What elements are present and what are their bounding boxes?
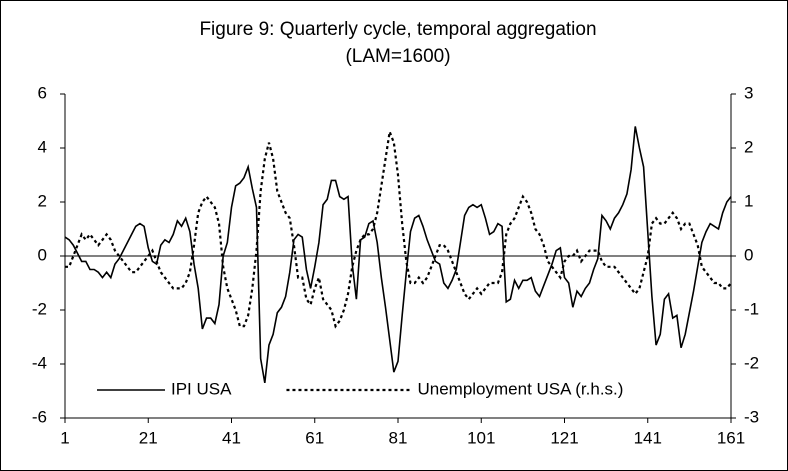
y-tick-label: 2 bbox=[38, 191, 47, 210]
x-tick-label: 1 bbox=[60, 428, 69, 447]
y2-tick-label: -2 bbox=[744, 353, 759, 372]
x-tick-label: 161 bbox=[717, 428, 745, 447]
x-tick-label: 141 bbox=[634, 428, 662, 447]
chart-title: Figure 9: Quarterly cycle, temporal aggr… bbox=[199, 19, 596, 40]
x-tick-label: 81 bbox=[389, 428, 408, 447]
y-tick-label: 4 bbox=[38, 137, 47, 156]
y-tick-label: -6 bbox=[32, 407, 47, 426]
y-tick-label: -4 bbox=[32, 353, 47, 372]
x-tick-label: 41 bbox=[222, 428, 241, 447]
series-line bbox=[65, 127, 732, 329]
chart-title: (LAM=1600) bbox=[345, 46, 450, 67]
series-line bbox=[64, 126, 732, 384]
legend-label: IPI USA bbox=[171, 379, 232, 398]
y2-tick-label: 3 bbox=[744, 83, 753, 102]
y2-tick-label: -3 bbox=[744, 407, 759, 426]
y-tick-label: 0 bbox=[38, 245, 47, 264]
x-tick-label: 101 bbox=[467, 428, 495, 447]
legend-label: Unemployment USA (r.h.s.) bbox=[417, 379, 623, 398]
y-tick-label: -2 bbox=[32, 299, 47, 318]
x-tick-label: 21 bbox=[139, 428, 158, 447]
y2-tick-label: 0 bbox=[744, 245, 753, 264]
x-tick-label: 61 bbox=[305, 428, 324, 447]
y2-tick-label: 2 bbox=[744, 137, 753, 156]
y-tick-label: 6 bbox=[38, 83, 47, 102]
y2-tick-label: 1 bbox=[744, 191, 753, 210]
x-tick-label: 121 bbox=[550, 428, 578, 447]
y2-tick-label: -1 bbox=[744, 299, 759, 318]
